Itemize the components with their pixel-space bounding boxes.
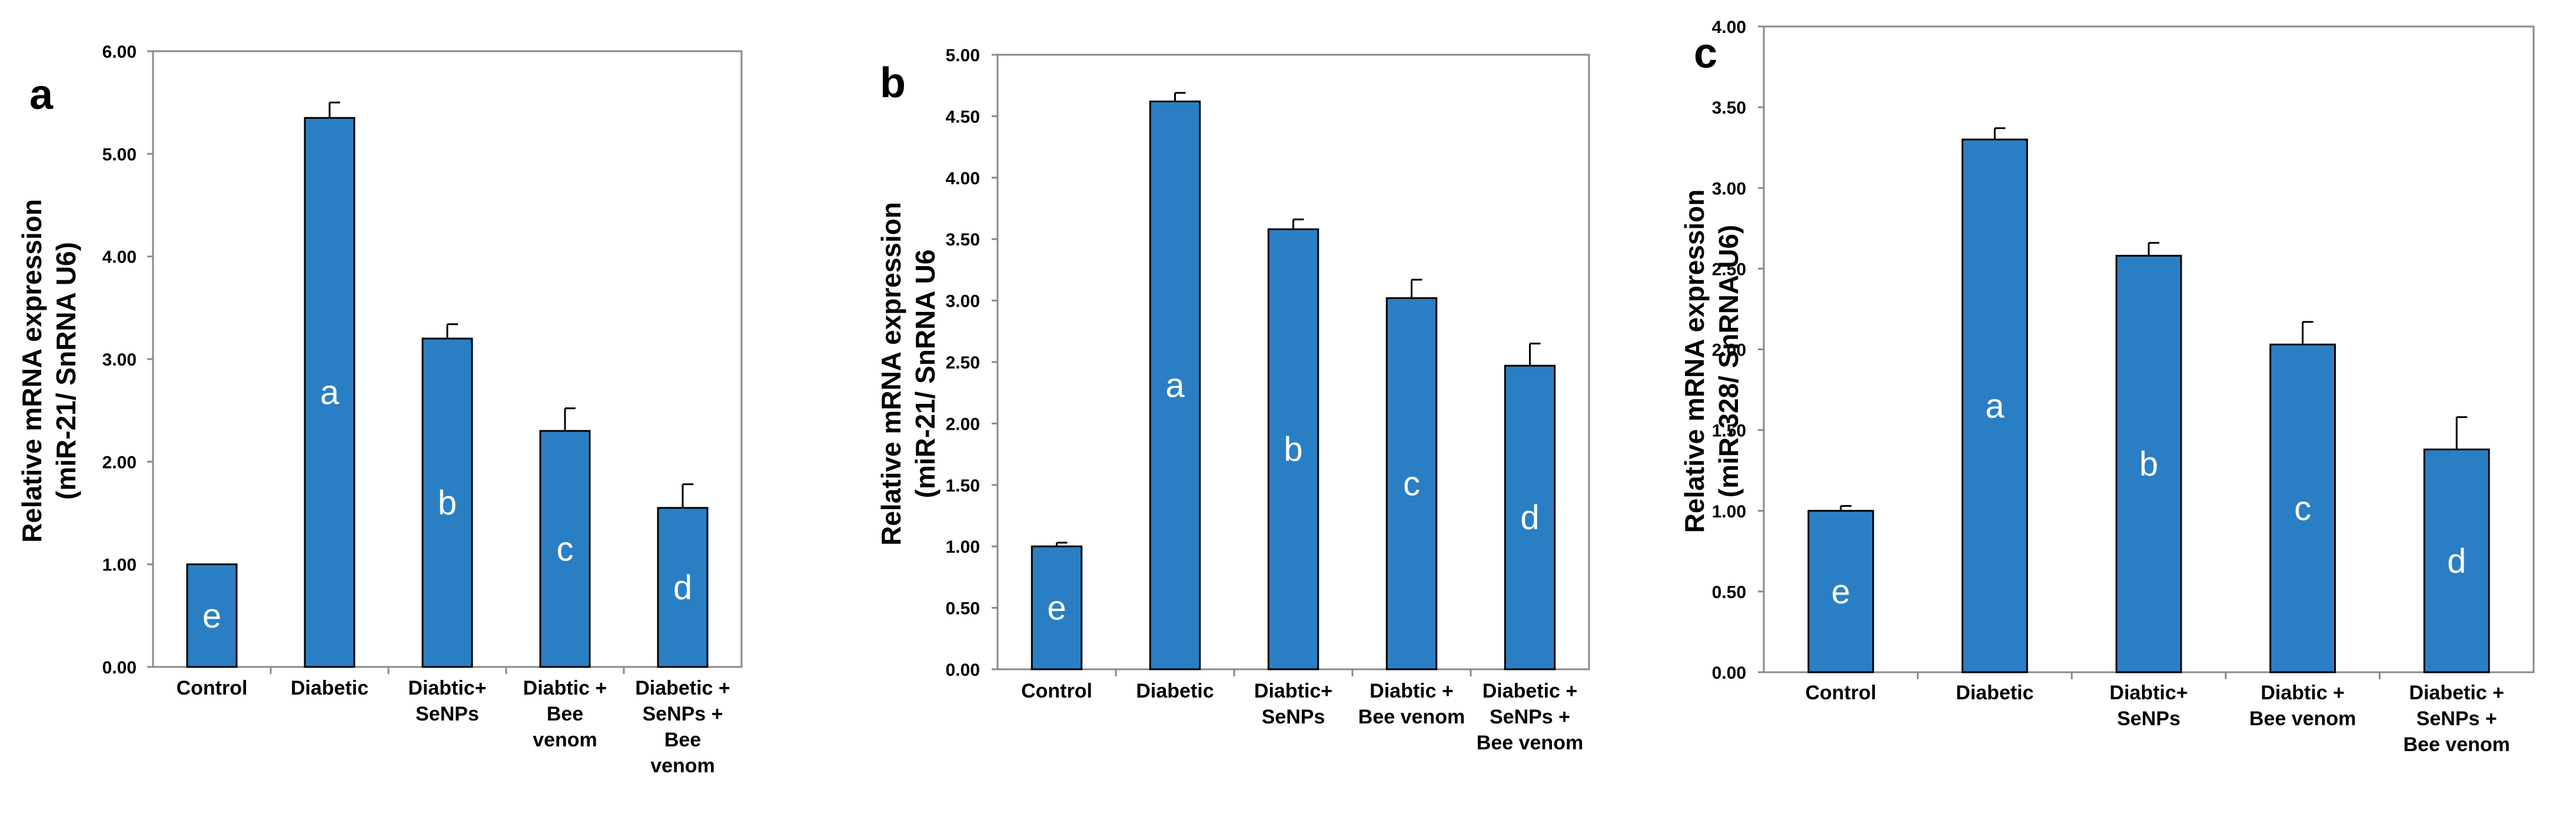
y-tick-label: 2.00 — [1712, 341, 1746, 360]
y-tick-label: 6.00 — [102, 42, 137, 62]
y-axis-label: (miR-328/ SnRNA U6) — [1713, 225, 1744, 497]
group-letter: b — [438, 484, 457, 522]
x-category-label: Diabtic+ — [2109, 682, 2188, 704]
y-axis-label: Relative mRNA expression — [1679, 190, 1710, 533]
x-category-label: Diabtic + — [523, 677, 607, 699]
x-category-label: Diabetic + — [2409, 682, 2504, 704]
x-category-label: Control — [1021, 680, 1092, 702]
y-tick-label: 2.00 — [946, 414, 980, 434]
bar — [421, 337, 473, 668]
group-letter: b — [2139, 445, 2158, 483]
x-category-label: Control — [1805, 682, 1876, 704]
panel-letter: a — [29, 71, 54, 118]
bar — [539, 430, 591, 668]
y-tick-label: 1.50 — [1712, 421, 1746, 441]
x-category-label: Diabetic — [291, 677, 368, 699]
x-category-label: Diabtic+ — [408, 677, 486, 699]
y-tick-label: 3.50 — [946, 230, 980, 250]
bar — [186, 563, 238, 668]
x-category-label: Diabtic+ — [1254, 680, 1332, 702]
panel-letter: c — [1694, 30, 1717, 77]
y-axis-label: Relative mRNA expression — [876, 202, 906, 546]
chart-panel-b: b 0.00 0.50 1.00 1.50 2.00 2.50 3.00 3.50 4.00 4.5… — [876, 46, 1590, 754]
x-category-label: SeNPs + — [642, 703, 723, 725]
x-category-label: Bee — [547, 703, 583, 725]
x-category-label: Diabtic + — [2261, 682, 2345, 704]
y-tick-label: 0.50 — [946, 599, 980, 619]
group-letter: e — [1832, 573, 1850, 611]
y-tick-label: 5.00 — [102, 145, 137, 164]
group-letter: a — [1985, 387, 2005, 425]
x-category-label: SeNPs + — [1490, 706, 1570, 728]
y-tick-label: 5.00 — [946, 46, 980, 65]
y-tick-label: 2.50 — [1712, 260, 1746, 279]
x-category-label: Bee venom — [2249, 708, 2356, 730]
group-letter: c — [557, 530, 574, 569]
bar — [1385, 297, 1438, 670]
group-letter: d — [673, 569, 692, 607]
x-category-label: Diabetic + — [1483, 680, 1578, 702]
group-letter: c — [1403, 465, 1420, 503]
group-letter: d — [1520, 499, 1539, 537]
x-category-label: SeNPs — [2117, 708, 2181, 730]
group-letter: a — [320, 374, 340, 412]
chart-panel-c: c 0.00 0.50 1.00 1.50 2.00 2.50 3.00 3.50 4.00 Rel… — [1679, 18, 2535, 756]
bar — [657, 507, 709, 668]
y-axis-label: (miR-21/ SnRNA U6 — [910, 250, 940, 499]
y-tick-label: 3.00 — [946, 292, 980, 311]
x-category-label: Diabetic — [1136, 680, 1214, 702]
bar — [1149, 100, 1201, 670]
group-letter: e — [1047, 589, 1066, 627]
x-category-label: Diabtic + — [1370, 680, 1454, 702]
x-category-label: Diabetic — [1956, 682, 2033, 704]
y-tick-label: 2.00 — [102, 453, 137, 472]
y-axis-label: Relative mRNA expression — [16, 199, 47, 543]
bar — [1031, 545, 1083, 670]
x-category-label: Bee — [664, 729, 701, 751]
x-category-label: venom — [533, 729, 597, 751]
group-letter: a — [1165, 367, 1185, 405]
y-tick-label: 1.50 — [946, 476, 980, 496]
x-category-label: Bee venom — [1358, 706, 1465, 728]
y-tick-label: 4.00 — [1712, 18, 1746, 37]
x-category-label: SeNPs + — [2417, 708, 2497, 730]
bar — [2115, 254, 2182, 673]
panel-letter: b — [880, 59, 906, 107]
x-category-label: SeNPs — [416, 703, 479, 725]
x-category-label: SeNPs — [1262, 706, 1325, 728]
y-tick-label: 0.00 — [946, 660, 980, 680]
y-tick-label: 0.00 — [102, 658, 137, 678]
y-axis-label: (miR-21/ SnRNA U6) — [51, 242, 81, 500]
y-tick-label: 0.50 — [1712, 583, 1746, 602]
chart-panel-a: a 0.00 1.00 2.00 3.00 4.00 5.00 6.00 Relative mR… — [16, 42, 743, 777]
bar — [2423, 449, 2490, 673]
bar — [2269, 343, 2336, 673]
y-tick-label: 1.00 — [102, 556, 137, 575]
y-tick-label: 1.00 — [946, 537, 980, 557]
y-tick-label: 4.00 — [946, 169, 980, 188]
y-tick-label: 4.00 — [102, 248, 137, 267]
group-letter: c — [2294, 490, 2311, 528]
y-tick-label: 4.50 — [946, 107, 980, 127]
bar — [1807, 510, 1874, 673]
x-category-label: Control — [177, 677, 248, 699]
y-tick-label: 3.00 — [102, 350, 137, 370]
x-category-label: Bee venom — [2403, 733, 2509, 756]
group-letter: b — [1284, 430, 1302, 469]
y-tick-label: 3.00 — [1712, 179, 1746, 198]
y-tick-label: 1.00 — [1712, 502, 1746, 522]
y-tick-label: 3.50 — [1712, 98, 1746, 118]
group-letter: d — [2447, 542, 2466, 580]
x-category-label: Bee venom — [1477, 732, 1583, 754]
y-tick-label: 2.50 — [946, 353, 980, 373]
bar — [1504, 364, 1556, 670]
y-tick-label: 0.00 — [1712, 663, 1746, 683]
x-category-label: venom — [650, 755, 715, 777]
bar — [1267, 228, 1319, 670]
x-category-label: Diabetic + — [635, 677, 730, 699]
group-letter: e — [202, 597, 221, 635]
